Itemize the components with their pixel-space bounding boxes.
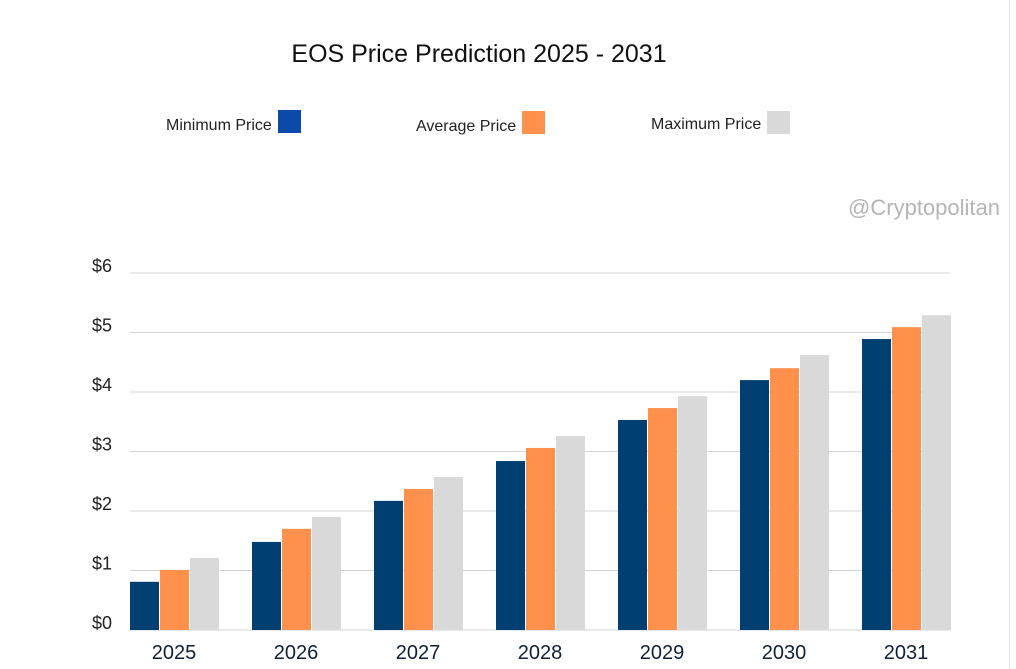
bar-minimum-price: [618, 419, 647, 630]
bar-minimum-price: [862, 339, 891, 630]
y-tick-label: $3: [92, 435, 112, 455]
x-tick-label: 2026: [274, 642, 319, 664]
bar-minimum-price: [130, 581, 159, 630]
bar-minimum-price: [252, 541, 281, 630]
legend-item-maximum: Maximum Price: [651, 111, 791, 134]
y-tick-label: $5: [92, 316, 112, 336]
chart-title: EOS Price Prediction 2025 - 2031: [291, 40, 667, 68]
y-tick-label: $0: [92, 613, 112, 633]
bar-maximum-price: [190, 558, 219, 630]
legend-label: Minimum Price: [166, 117, 272, 134]
legend-swatch-maximum: [767, 111, 791, 134]
bar-average-price: [526, 447, 555, 630]
bar-minimum-price: [740, 380, 769, 630]
watermark: @Cryptopolitan: [848, 195, 1000, 220]
x-tick-label: 2030: [762, 642, 807, 664]
bar-average-price: [160, 569, 189, 630]
bar-average-price: [648, 408, 677, 630]
legend-label: Maximum Price: [651, 115, 762, 133]
x-tick-label: 2029: [640, 642, 685, 664]
bar-maximum-price: [434, 477, 463, 630]
bar-maximum-price: [800, 355, 829, 630]
bar-maximum-price: [678, 396, 707, 630]
legend-item-average: Average Price: [416, 110, 546, 136]
x-tick-label: 2031: [884, 642, 929, 664]
legend-label: Average Price: [416, 118, 517, 135]
x-tick-label: 2025: [152, 642, 197, 664]
divider: [1009, 0, 1010, 669]
y-tick-label: $4: [92, 375, 112, 395]
y-tick-label: $2: [92, 494, 112, 514]
bar-maximum-price: [312, 516, 341, 630]
x-tick-label: 2028: [518, 642, 563, 664]
bar-average-price: [404, 488, 433, 630]
bar-maximum-price: [922, 315, 951, 630]
y-tick-label: $6: [92, 256, 112, 276]
bar-minimum-price: [496, 461, 525, 630]
bar-average-price: [892, 327, 921, 630]
x-tick-label: 2027: [396, 642, 441, 664]
bar-average-price: [282, 528, 311, 630]
legend-item-minimum: Minimum Price: [166, 109, 301, 135]
bar-minimum-price: [374, 500, 403, 630]
legend-swatch-average: [522, 110, 546, 134]
legend-swatch-minimum: [277, 109, 301, 133]
y-tick-label: $1: [92, 554, 112, 574]
bar-maximum-price: [556, 436, 585, 630]
bar-average-price: [770, 368, 799, 630]
